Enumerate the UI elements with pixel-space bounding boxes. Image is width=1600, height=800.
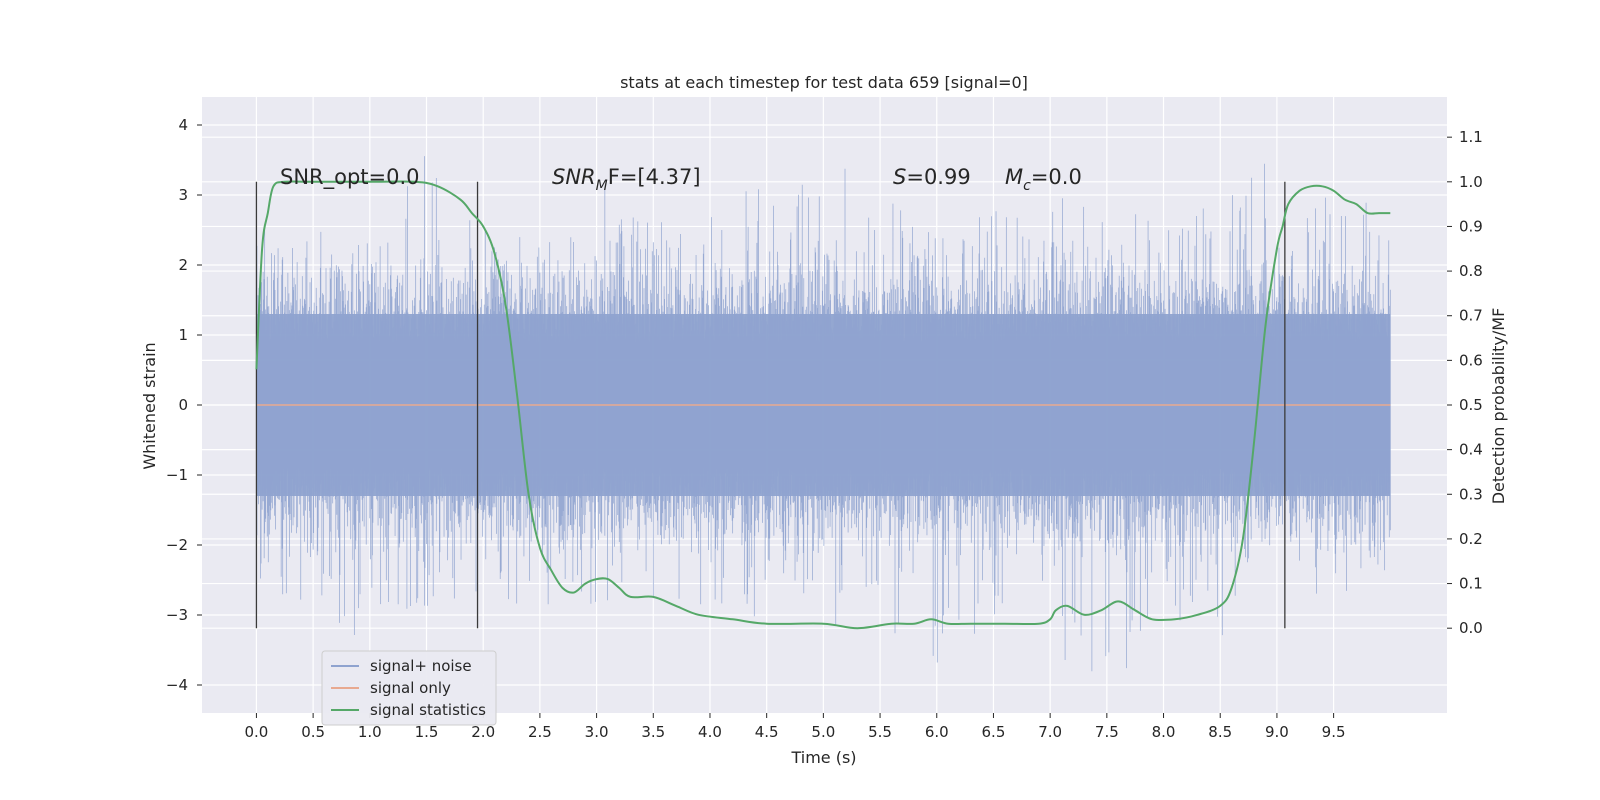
y-left-tick-label: 3 <box>178 186 188 204</box>
x-tick-label: 6.5 <box>982 723 1006 741</box>
y-right-tick-label: 0.2 <box>1459 530 1483 548</box>
annotation-snr-mf: SNRMF=[4.37] <box>552 165 701 194</box>
y-right-axis-title: Detection probability/MF <box>1489 308 1508 505</box>
y-left-tick-label: −2 <box>166 536 188 554</box>
signal-statistics-series <box>255 180 1391 630</box>
y-left-tick-label: 1 <box>178 326 188 344</box>
x-tick-label: 8.5 <box>1208 723 1232 741</box>
y-right-tick-label: 0.6 <box>1459 351 1483 369</box>
y-right-tick-labels: 1.1 1.0 0.9 0.8 0.7 0.6 0.5 0.4 0.3 0.2 0.1 0.0 <box>1447 128 1483 637</box>
y-left-tick-label: 2 <box>178 256 188 274</box>
annotation-mc-main: M <box>1005 165 1023 189</box>
x-tick-label: 0.0 <box>244 723 268 741</box>
x-tick-labels: 0.0 0.5 1.0 1.5 2.0 2.5 3.0 3.5 4.0 4.5 5.0 5.5 6.0 6… <box>244 713 1346 741</box>
y-right-tick-label: 0.5 <box>1459 396 1483 414</box>
x-tick-label: 1.5 <box>415 723 439 741</box>
x-tick-label: 3.5 <box>641 723 665 741</box>
vertical-markers <box>255 181 1286 629</box>
x-tick-label: 1.0 <box>358 723 382 741</box>
annotation-s: S=0.99 <box>893 165 971 189</box>
y-left-tick-labels: 4 3 2 1 0 −1 −2 −3 −4 <box>166 116 202 694</box>
x-tick-label: 5.0 <box>811 723 835 741</box>
x-tick-label: 9.5 <box>1322 723 1346 741</box>
annotation-s-rest: =0.99 <box>906 165 970 189</box>
chart-title: stats at each timestep for test data 659… <box>620 73 1028 92</box>
y-right-tick-label: 1.1 <box>1459 128 1483 146</box>
legend: signal+ noise signal only signal statist… <box>321 650 497 726</box>
annotation-mc: Mc=0.0 <box>1005 165 1082 194</box>
y-right-tick-label: 0.4 <box>1459 441 1483 459</box>
annotation-snr-mf-rest: F=[4.37] <box>608 165 701 189</box>
annotation-mc-rest: =0.0 <box>1031 165 1082 189</box>
y-right-tick-label: 0.1 <box>1459 575 1483 593</box>
legend-box <box>321 650 497 726</box>
y-right-tick-label: 0.9 <box>1459 217 1483 235</box>
x-tick-label: 7.0 <box>1038 723 1062 741</box>
y-right-tick-label: 1.0 <box>1459 173 1483 191</box>
annotation-s-var: S <box>893 165 906 189</box>
legend-label-signal-noise: signal+ noise <box>370 657 472 675</box>
y-right-tick-label: 0.7 <box>1459 307 1483 325</box>
x-tick-label: 7.5 <box>1095 723 1119 741</box>
y-left-tick-label: −3 <box>166 606 188 624</box>
x-axis-title: Time (s) <box>790 748 856 767</box>
y-right-tick-label: 0.3 <box>1459 485 1483 503</box>
annotation-snr-opt: SNR_opt=0.0 <box>280 165 420 190</box>
x-tick-label: 9.0 <box>1265 723 1289 741</box>
x-tick-label: 2.5 <box>528 723 552 741</box>
legend-label-signal-statistics: signal statistics <box>370 701 486 719</box>
x-tick-label: 8.0 <box>1152 723 1176 741</box>
y-right-tick-label: 0.0 <box>1459 619 1483 637</box>
y-left-tick-label: −1 <box>166 466 188 484</box>
y-right-tick-label: 0.8 <box>1459 262 1483 280</box>
y-left-tick-label: −4 <box>166 676 188 694</box>
y-left-axis-title: Whitened strain <box>140 342 159 469</box>
y-left-tick-label: 0 <box>178 396 188 414</box>
x-tick-label: 0.5 <box>301 723 325 741</box>
x-tick-label: 3.0 <box>585 723 609 741</box>
legend-label-signal-only: signal only <box>370 679 451 697</box>
y-left-tick-label: 4 <box>178 116 188 134</box>
x-tick-label: 2.0 <box>471 723 495 741</box>
x-tick-label: 6.0 <box>925 723 949 741</box>
x-tick-label: 4.5 <box>755 723 779 741</box>
annotation-mc-sub: c <box>1023 178 1031 194</box>
annotation-snr-mf-main: SNR <box>552 165 596 189</box>
x-tick-label: 4.0 <box>698 723 722 741</box>
annotation-snr-mf-sub: M <box>596 178 608 194</box>
x-tick-label: 5.5 <box>868 723 892 741</box>
